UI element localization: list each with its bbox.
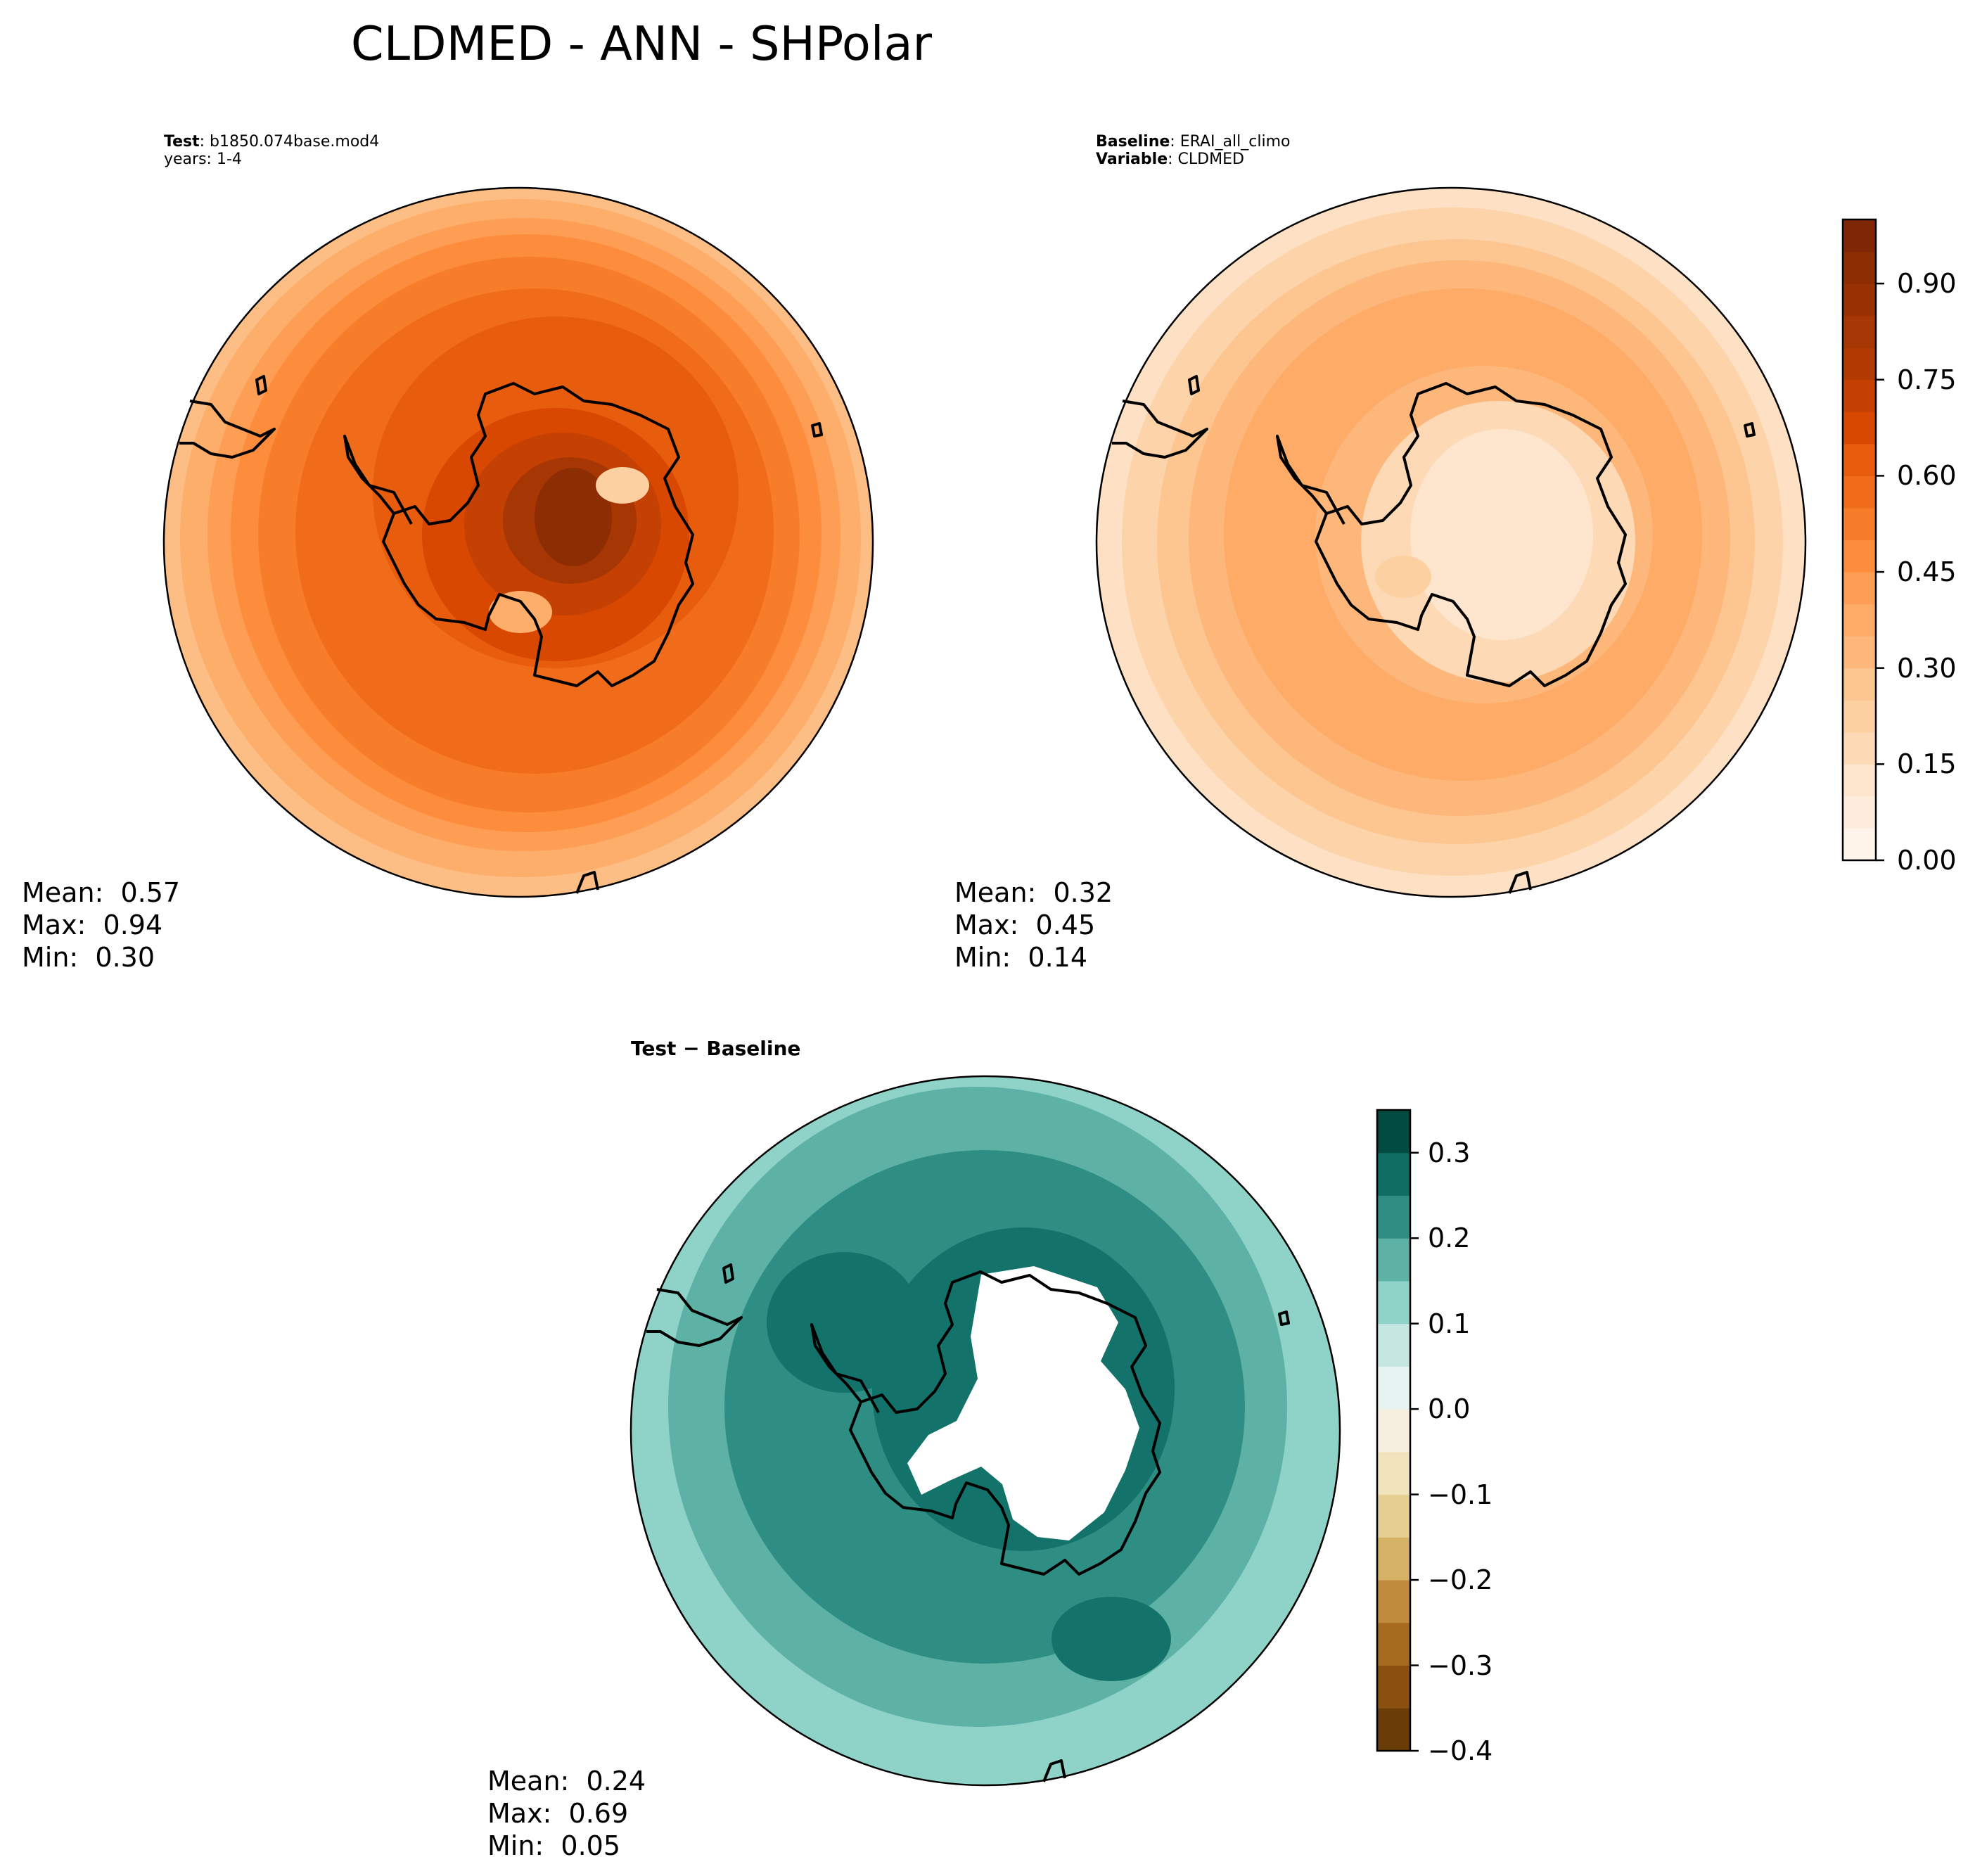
colorbar-tick-label: 0.15 <box>1897 748 1957 780</box>
diff-title: Test − Baseline <box>631 1037 800 1060</box>
colorbar-segment <box>1843 283 1876 317</box>
main-colorbar-ticks <box>1876 282 1884 862</box>
baseline-header: Baseline: ERAI_all_climo Variable: CLDME… <box>1096 133 1291 168</box>
test-years: years: 1-4 <box>164 151 242 168</box>
colorbar-segment <box>1377 1195 1410 1239</box>
baseline-map <box>1097 188 1805 897</box>
baseline-max: Max: 0.45 <box>954 910 1096 940</box>
diff-stats: Mean: 0.24 Max: 0.69 Min: 0.05 <box>487 1765 646 1862</box>
colorbar-segment <box>1377 1708 1410 1751</box>
colorbar-segment <box>1843 411 1876 445</box>
colorbar-segment <box>1843 764 1876 797</box>
colorbar-tick-label: −0.3 <box>1428 1650 1493 1681</box>
colorbar-tick-label: 0.90 <box>1897 268 1957 300</box>
colorbar-segment <box>1377 1451 1410 1495</box>
colorbar-tick-label: 0.2 <box>1428 1223 1471 1254</box>
diff-colorbar-ticks <box>1410 1151 1419 1752</box>
baseline-ant-patch <box>1375 556 1431 598</box>
diff-white-region <box>907 1266 1139 1540</box>
diff-title-a: Test <box>631 1037 677 1060</box>
colorbar-tick-label: 0.0 <box>1428 1393 1471 1425</box>
test-coastlines <box>179 375 823 894</box>
baseline-var-value: CLDMED <box>1177 151 1244 168</box>
colorbar-segment <box>1843 604 1876 637</box>
baseline-var-key: Variable <box>1096 151 1168 168</box>
test-max: Max: 0.94 <box>22 910 163 940</box>
diff-max: Max: 0.69 <box>487 1798 629 1829</box>
colorbar-segment <box>1843 315 1876 348</box>
colorbar-segment <box>1377 1665 1410 1709</box>
test-map <box>164 188 873 897</box>
diff-coastlines <box>646 1263 1290 1782</box>
colorbar-segment <box>1377 1366 1410 1410</box>
colorbar-segment <box>1843 507 1876 540</box>
diff-colorbar <box>1377 1110 1410 1751</box>
colorbar-segment <box>1377 1323 1410 1367</box>
baseline-mean: Mean: 0.32 <box>954 877 1113 908</box>
colorbar-segment <box>1377 1152 1410 1196</box>
colorbar-segment <box>1377 1537 1410 1581</box>
test-stats: Mean: 0.57 Max: 0.94 Min: 0.30 <box>22 876 180 974</box>
colorbar-tick-label: −0.4 <box>1428 1735 1493 1766</box>
colorbar-tick-label: 0.45 <box>1897 556 1957 588</box>
diff-min: Min: 0.05 <box>487 1830 620 1861</box>
diff-map <box>631 1076 1340 1785</box>
colorbar-segment <box>1843 540 1876 573</box>
diff-colorbar-frame <box>1376 1109 1412 1752</box>
baseline-map-border <box>1095 186 1807 898</box>
colorbar-segment <box>1843 636 1876 669</box>
colorbar-tick-label: −0.2 <box>1428 1564 1493 1596</box>
colorbar-segment <box>1377 1494 1410 1538</box>
diff-title-b: Baseline <box>706 1037 801 1060</box>
diff-mean: Mean: 0.24 <box>487 1766 646 1797</box>
test-mean: Mean: 0.57 <box>22 877 181 908</box>
colorbar-segment <box>1843 347 1876 381</box>
baseline-ant-2 <box>1410 429 1593 640</box>
baseline-label-value: ERAI_all_climo <box>1180 133 1291 151</box>
colorbar-segment <box>1377 1409 1410 1453</box>
test-header: Test: b1850.074base.mod4 years: 1-4 <box>164 133 380 168</box>
figure-title: CLDMED - ANN - SHPolar <box>350 16 933 71</box>
colorbar-tick-label: −0.1 <box>1428 1479 1493 1510</box>
colorbar-segment <box>1377 1280 1410 1325</box>
diff-map-border <box>629 1075 1341 1787</box>
colorbar-segment <box>1843 572 1876 605</box>
baseline-stats: Mean: 0.32 Max: 0.45 Min: 0.14 <box>954 876 1113 974</box>
baseline-coastlines <box>1112 375 1756 894</box>
colorbar-tick-label: 0.60 <box>1897 460 1957 492</box>
colorbar-segment <box>1843 668 1876 701</box>
colorbar-segment <box>1843 700 1876 733</box>
main-colorbar <box>1843 219 1876 861</box>
diff-title-sep: − <box>676 1037 707 1060</box>
colorbar-tick-label: 0.30 <box>1897 652 1957 684</box>
baseline-label-key: Baseline <box>1096 133 1170 151</box>
colorbar-segment <box>1843 379 1876 412</box>
colorbar-segment <box>1843 828 1876 861</box>
colorbar-tick-label: 0.3 <box>1428 1137 1471 1168</box>
test-map-border <box>162 186 874 898</box>
test-ant-4 <box>535 468 612 566</box>
colorbar-segment <box>1377 1580 1410 1623</box>
colorbar-segment <box>1377 1110 1410 1154</box>
colorbar-segment <box>1843 251 1876 284</box>
colorbar-segment <box>1843 732 1876 765</box>
colorbar-segment <box>1843 443 1876 476</box>
baseline-min: Min: 0.14 <box>954 942 1087 973</box>
colorbar-tick-label: 0.00 <box>1897 845 1957 876</box>
colorbar-segment <box>1377 1622 1410 1666</box>
colorbar-tick-label: 0.75 <box>1897 364 1957 395</box>
test-ant-light <box>596 467 649 504</box>
main-colorbar-frame <box>1841 218 1877 862</box>
colorbar-tick-label: 0.1 <box>1428 1308 1471 1339</box>
colorbar-segment <box>1843 476 1876 509</box>
colorbar-segment <box>1843 219 1876 253</box>
colorbar-segment <box>1843 796 1876 829</box>
diff-contour-3b <box>1052 1597 1171 1681</box>
test-min: Min: 0.30 <box>22 942 155 973</box>
colorbar-segment <box>1377 1238 1410 1282</box>
test-label-key: Test <box>164 133 200 151</box>
test-label-value: b1850.074base.mod4 <box>210 133 380 151</box>
